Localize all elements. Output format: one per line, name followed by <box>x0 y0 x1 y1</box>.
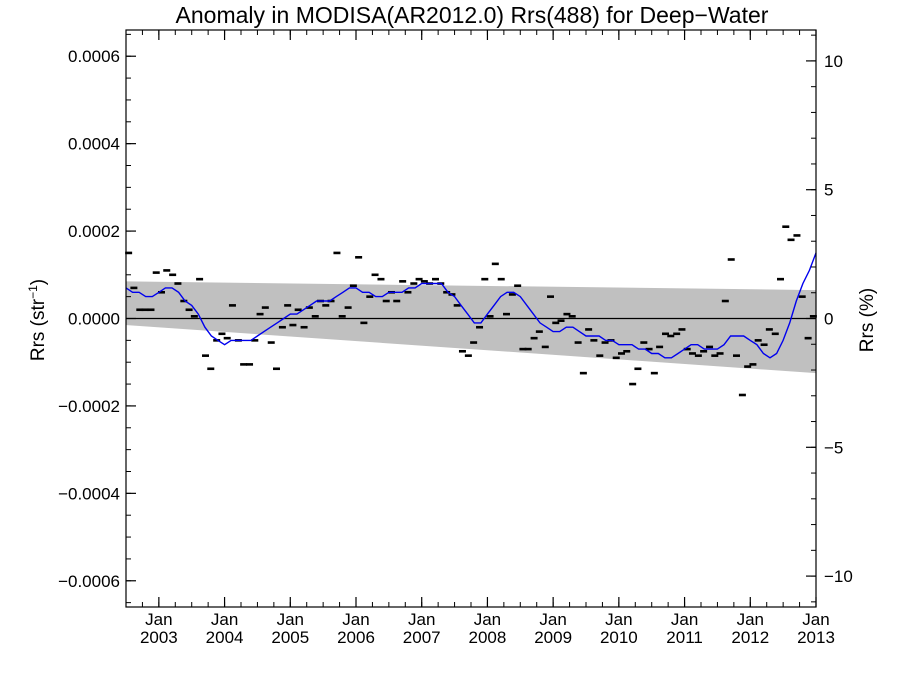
x-tick-label-month: Jan <box>342 610 369 629</box>
y-axis-label-left: Rrs (str−1) <box>26 279 49 361</box>
x-tick-label-month: Jan <box>671 610 698 629</box>
x-tick-label-month: Jan <box>145 610 172 629</box>
x-tick-label-year: 2006 <box>337 628 375 647</box>
y-tick-label-right: −5 <box>824 438 843 457</box>
x-tick-label-year: 2005 <box>271 628 309 647</box>
x-tick-label-year: 2013 <box>797 628 835 647</box>
chart-title: Anomaly in MODISA(AR2012.0) Rrs(488) for… <box>176 2 769 28</box>
y-tick-label-left: −0.0002 <box>58 397 120 416</box>
x-tick-label-month: Jan <box>539 610 566 629</box>
x-tick-label-month: Jan <box>737 610 764 629</box>
axes-layer: 0.0006 0.0004 0.0002 0.0000 −0.0002 −0.0004 −0… <box>58 29 853 647</box>
y-tick-label-left: 0.0000 <box>68 310 120 329</box>
y-tick-label-left: 0.0006 <box>68 47 120 66</box>
x-tick-label-year: 2004 <box>206 628 244 647</box>
uncertainty-band-layer <box>126 281 816 374</box>
x-tick-label-month: Jan <box>474 610 501 629</box>
x-tick-label-month: Jan <box>802 610 829 629</box>
y-tick-label-left: 0.0004 <box>68 135 120 154</box>
x-tick-label-year: 2008 <box>469 628 507 647</box>
x-tick-label-month: Jan <box>408 610 435 629</box>
y-tick-label-left: 0.0002 <box>68 222 120 241</box>
x-tick-label-year: 2007 <box>403 628 441 647</box>
x-tick-label-year: 2009 <box>534 628 572 647</box>
y-tick-label-right: −10 <box>824 567 853 586</box>
uncertainty-band <box>126 281 816 374</box>
x-tick-label-month: Jan <box>277 610 304 629</box>
x-tick-label-year: 2003 <box>140 628 178 647</box>
y-axis-label-right: Rrs (%) <box>857 288 878 352</box>
x-tick-label-month: Jan <box>605 610 632 629</box>
y-tick-label-right: 10 <box>824 52 843 71</box>
x-tick-label-year: 2012 <box>731 628 769 647</box>
y-tick-label-left: −0.0004 <box>58 484 120 503</box>
running-mean-layer <box>125 252 817 359</box>
y-tick-label-right: 0 <box>824 310 833 329</box>
y-tick-label-left: −0.0006 <box>58 572 120 591</box>
x-tick-label-year: 2010 <box>600 628 638 647</box>
running-mean-line <box>125 252 817 359</box>
x-tick-label-year: 2011 <box>666 628 703 647</box>
y-tick-label-right: 5 <box>824 181 833 200</box>
x-tick-label-month: Jan <box>211 610 238 629</box>
